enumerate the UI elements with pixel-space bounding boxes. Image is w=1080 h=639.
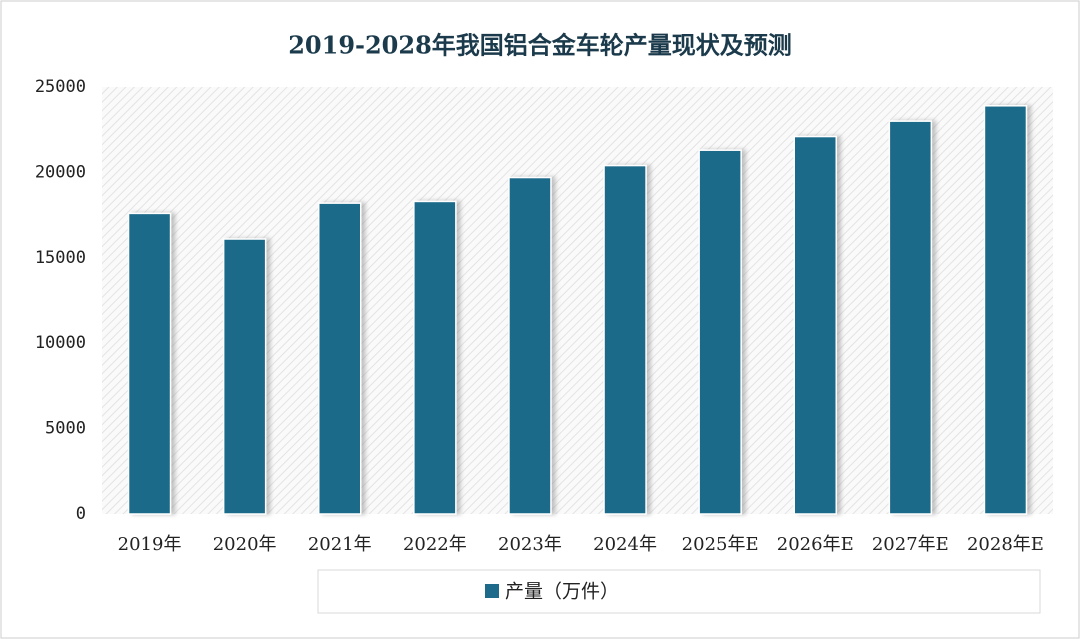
- y-tick-label: 0: [76, 504, 86, 524]
- x-tick-label: 2026年E: [777, 534, 854, 555]
- bar: [983, 105, 1028, 515]
- bar: [888, 120, 933, 515]
- x-tick-label: 2021年: [308, 534, 372, 555]
- legend-box: [317, 569, 1041, 614]
- y-tick-label: 10000: [35, 333, 86, 353]
- y-tick-label: 20000: [35, 162, 86, 182]
- x-tick-label: 2024年: [593, 534, 657, 555]
- y-tick-label: 25000: [35, 77, 86, 97]
- bar: [603, 164, 647, 515]
- x-tick-label: 2025年E: [682, 534, 759, 555]
- bar: [222, 238, 267, 515]
- bar: [698, 149, 742, 515]
- bar: [508, 176, 552, 515]
- x-tick-label: 2022年: [403, 534, 467, 555]
- legend-label: 产量（万件）: [505, 581, 619, 603]
- chart-title: 2019-2028年我国铝合金车轮产量现状及预测: [288, 31, 792, 60]
- x-tick-label: 2023年: [498, 534, 562, 555]
- y-tick-label: 5000: [45, 419, 86, 439]
- bar: [318, 202, 362, 515]
- legend-swatch: [485, 584, 499, 598]
- x-tick-label: 2019年: [118, 534, 182, 555]
- x-tick-label: 2027年E: [872, 534, 949, 555]
- bar: [127, 212, 172, 515]
- x-tick-label: 2028年E: [967, 534, 1044, 555]
- x-tick-label: 2020年: [213, 534, 277, 555]
- bar: [413, 200, 457, 515]
- y-tick-label: 15000: [35, 248, 86, 268]
- bar: [793, 135, 837, 515]
